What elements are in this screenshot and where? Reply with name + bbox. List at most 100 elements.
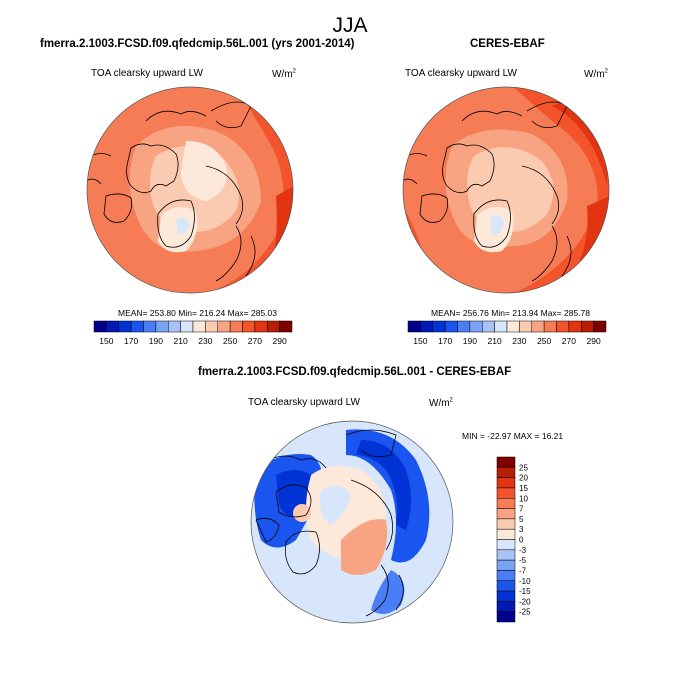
- units-exp: 2: [292, 68, 296, 75]
- map-model: [86, 86, 294, 294]
- colorbar-tick-label: 290: [273, 336, 287, 346]
- colorbar-tick-label: 190: [149, 336, 163, 346]
- colorbar-tick-label: 0: [519, 536, 524, 545]
- units-base: W/m: [272, 69, 293, 80]
- colorbar-tick-label: 250: [537, 336, 551, 346]
- colorbar-tick-label: 15: [519, 484, 528, 493]
- coastlines: [87, 101, 256, 282]
- colorbar-tick-label: 270: [248, 336, 262, 346]
- panel-model-title: fmerra.2.1003.FCSD.f09.qfedcmip.56L.001 …: [40, 38, 355, 50]
- colorbar-box: [267, 320, 280, 333]
- units-base: W/m: [429, 398, 450, 409]
- colorbar-tick-label: 170: [438, 336, 452, 346]
- colorbar-box: [217, 320, 231, 333]
- colorbar-box: [496, 559, 516, 571]
- colorbar-box: [229, 320, 243, 333]
- field-warm-east: [206, 87, 293, 293]
- colorbar-box: [155, 320, 169, 333]
- colorbar-tick-label: 190: [463, 336, 477, 346]
- colorbar-tick-label: 25: [519, 463, 528, 472]
- field-arctic-neg: [319, 486, 351, 525]
- colorbar-box: [180, 320, 194, 333]
- panel-diff-variable: TOA clearsky upward LW: [248, 397, 360, 408]
- colorbar-box: [143, 320, 157, 333]
- colorbar-box: [531, 320, 545, 333]
- colorbar-box: [432, 320, 446, 333]
- map-border: [402, 86, 610, 294]
- colorbar-box: [496, 456, 516, 468]
- colorbar-tick-label: 230: [512, 336, 526, 346]
- colorbar-box: [420, 320, 433, 333]
- panel-obs-variable: TOA clearsky upward LW: [405, 68, 517, 79]
- colorbar-tick-label: 7: [519, 505, 524, 514]
- map-border: [250, 420, 454, 624]
- panel-diff-units: W/m2: [429, 398, 453, 409]
- colorbar-box: [496, 539, 516, 551]
- colorbar-box: [581, 320, 594, 333]
- colorbar-tick-label: 5: [519, 515, 524, 524]
- colorbar-box: [506, 320, 520, 333]
- colorbar-tick-label: 3: [519, 525, 524, 534]
- colorbar-box: [496, 508, 516, 520]
- colorbar-box: [496, 498, 516, 509]
- colorbar-box: [496, 580, 516, 592]
- colorbar-tick-label: -7: [519, 566, 527, 575]
- colorbar-box: [496, 601, 516, 612]
- colorbar-tick-label: 210: [488, 336, 502, 346]
- colorbar-box: [93, 320, 107, 333]
- colorbar-box: [496, 570, 516, 581]
- field-neg-east: [346, 429, 430, 563]
- colorbar-tick-label: -10: [519, 577, 531, 586]
- colorbar-box: [482, 320, 495, 333]
- colorbar-box: [496, 487, 516, 499]
- colorbar-tick-label: 170: [124, 336, 138, 346]
- coastlines: [403, 101, 572, 282]
- colorbar-obs: 150 170 190 210 230 250 270 290: [407, 320, 607, 346]
- colorbar-box: [106, 320, 119, 333]
- panel-model-units: W/m2: [272, 69, 296, 80]
- colorbar-box: [496, 528, 516, 540]
- colorbar-box: [192, 320, 206, 333]
- colorbar-box: [279, 320, 293, 333]
- colorbar-tick-label: -25: [519, 608, 531, 617]
- colorbar-tick-label: 20: [519, 474, 528, 483]
- units-exp: 2: [449, 397, 453, 404]
- colorbar-tick-label: 250: [223, 336, 237, 346]
- colorbar-box: [496, 590, 516, 602]
- colorbar-tick-label: -20: [519, 597, 531, 606]
- field-neg-east-strong: [356, 440, 411, 530]
- colorbar-box: [118, 320, 132, 333]
- panel-obs-units: W/m2: [584, 69, 608, 80]
- figure-title: JJA: [332, 14, 368, 37]
- field-greenland-ice: [176, 218, 190, 235]
- colorbar-box: [496, 467, 516, 478]
- colorbar-box: [457, 320, 471, 333]
- map-obs: [402, 86, 610, 294]
- map-difference: [250, 420, 454, 624]
- field-pole: [181, 141, 227, 201]
- colorbar-tick-label: 150: [99, 336, 113, 346]
- colorbar-model: 150 170 190 210 230 250 270 290: [93, 320, 293, 346]
- colorbar-tick-label: -15: [519, 587, 531, 596]
- colorbar-box: [254, 320, 268, 333]
- colorbar-tick-label: 150: [413, 336, 427, 346]
- panel-obs-title: CERES-EBAF: [470, 38, 545, 50]
- panel-obs-stats: MEAN= 256.76 Min= 213.94 Max= 285.78: [431, 308, 591, 318]
- field-siberia-pos: [341, 519, 388, 575]
- colorbar-tick-label: 290: [587, 336, 601, 346]
- field-greenland-ice: [490, 215, 504, 235]
- colorbar-box: [205, 320, 218, 333]
- colorbar-box: [543, 320, 557, 333]
- panel-model-stats: MEAN= 253.80 Min= 216.24 Max= 285.03: [118, 308, 278, 318]
- colorbar-tick-label: 230: [198, 336, 212, 346]
- colorbar-box: [496, 549, 516, 561]
- colorbar-tick-label: 270: [562, 336, 576, 346]
- colorbar-box: [407, 320, 421, 333]
- colorbar-box: [168, 320, 181, 333]
- map-border: [86, 86, 294, 294]
- colorbar-box: [496, 477, 516, 489]
- colorbar-box: [494, 320, 508, 333]
- colorbar-box: [444, 320, 458, 333]
- field-pole-spot: [293, 504, 311, 522]
